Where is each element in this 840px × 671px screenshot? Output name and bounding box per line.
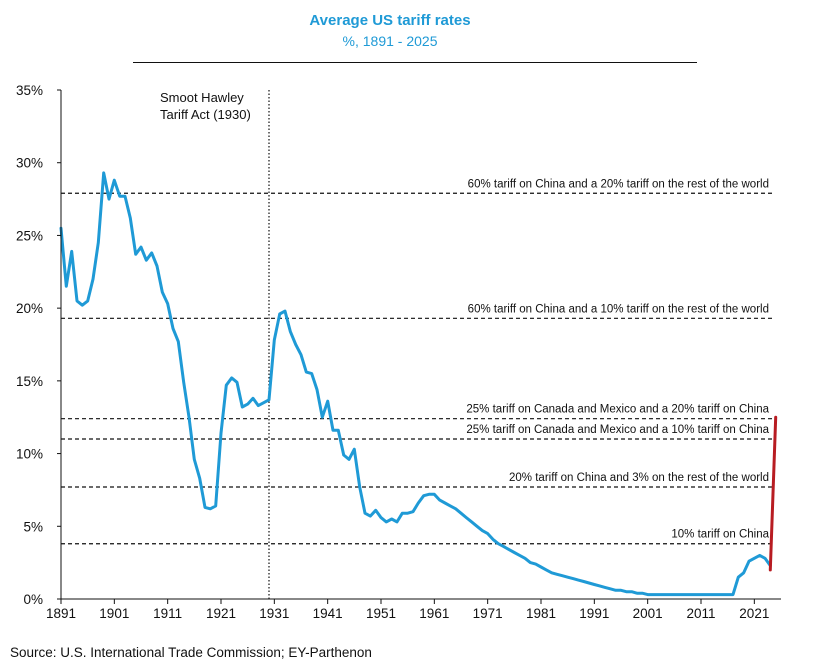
reference-line-label: 10% tariff on China bbox=[671, 529, 769, 541]
y-tick-label: 5% bbox=[23, 519, 43, 534]
axes: 0% 5% 10% 15% 20% 25% 30% 35% 1891 1901 1911 1921 19… bbox=[16, 83, 781, 621]
x-tick-label: 2011 bbox=[686, 606, 715, 621]
x-tick-label: 1961 bbox=[419, 606, 449, 621]
x-tick-label: 1891 bbox=[46, 606, 76, 621]
reference-line-label: 60% tariff on China and a 10% tariff on … bbox=[468, 303, 769, 315]
reference-line-label: 20% tariff on China and 3% on the rest o… bbox=[509, 472, 769, 484]
y-tick-label: 10% bbox=[16, 447, 43, 462]
y-tick-label: 0% bbox=[23, 592, 43, 607]
reference-line-label: 25% tariff on Canada and Mexico and a 20… bbox=[466, 404, 769, 416]
x-tick-label: 1991 bbox=[579, 606, 609, 621]
x-tick-label: 1971 bbox=[473, 606, 503, 621]
chart-title: Average US tariff rates bbox=[309, 12, 471, 29]
x-tick-label: 1921 bbox=[206, 606, 236, 621]
y-tick-label: 30% bbox=[16, 156, 43, 171]
series-line-projection bbox=[768, 415, 778, 572]
y-tick-label: 35% bbox=[16, 83, 43, 98]
x-tick-label: 1981 bbox=[526, 606, 556, 621]
event-label: Smoot Hawley bbox=[160, 90, 244, 105]
event-label: Tariff Act (1930) bbox=[160, 107, 251, 122]
event-marker: Smoot Hawley Tariff Act (1930) bbox=[160, 90, 270, 599]
chart-subtitle: %, 1891 - 2025 bbox=[342, 33, 438, 49]
reference-lines: 60% tariff on China and a 20% tariff on … bbox=[61, 178, 772, 545]
reference-line-label: 25% tariff on Canada and Mexico and a 10… bbox=[466, 424, 769, 436]
x-tick-label: 1911 bbox=[153, 606, 182, 621]
x-tick-label: 1951 bbox=[366, 606, 396, 621]
x-tick-label: 1941 bbox=[313, 606, 343, 621]
series-group bbox=[59, 171, 778, 597]
source-note: Source: U.S. International Trade Commiss… bbox=[10, 645, 372, 660]
series-line-historical bbox=[59, 171, 772, 597]
x-tick-label: 1901 bbox=[99, 606, 129, 621]
x-tick-label: 2021 bbox=[739, 606, 769, 621]
reference-line-label: 60% tariff on China and a 20% tariff on … bbox=[468, 178, 769, 190]
y-tick-label: 15% bbox=[16, 374, 43, 389]
y-tick-label: 20% bbox=[16, 301, 43, 316]
title-rule bbox=[133, 62, 697, 63]
x-tick-label: 1931 bbox=[259, 606, 289, 621]
x-tick-label: 2001 bbox=[633, 606, 663, 621]
y-tick-label: 25% bbox=[16, 228, 43, 243]
